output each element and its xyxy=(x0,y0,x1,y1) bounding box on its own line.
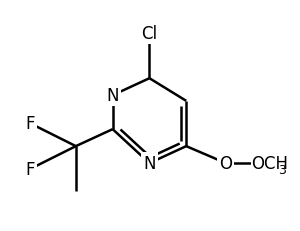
Text: N: N xyxy=(143,155,156,172)
Text: F: F xyxy=(26,115,35,133)
Text: Cl: Cl xyxy=(141,25,158,43)
Text: OCH: OCH xyxy=(251,155,288,172)
Text: F: F xyxy=(26,160,35,178)
Text: N: N xyxy=(106,87,119,105)
Text: 3: 3 xyxy=(278,163,286,176)
Text: O: O xyxy=(219,155,232,172)
